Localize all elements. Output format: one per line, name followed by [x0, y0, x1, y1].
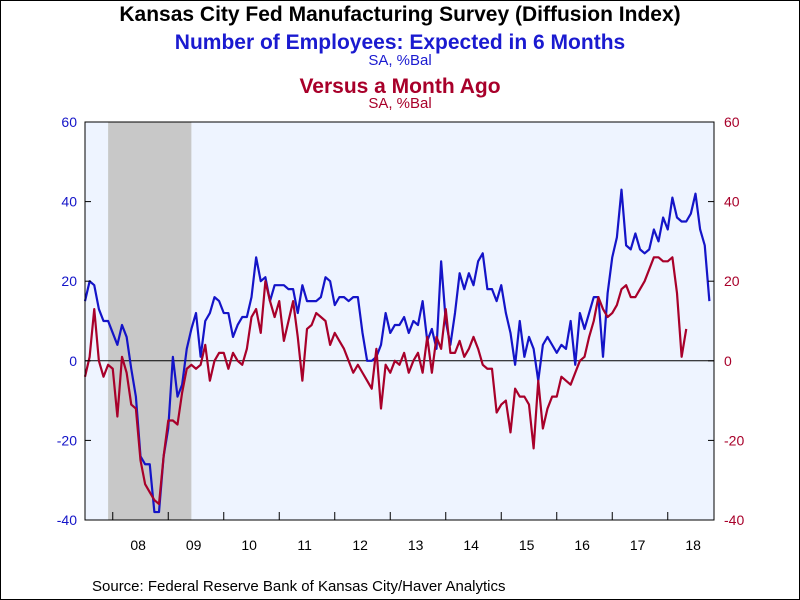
y-tick-label-right: 60	[724, 114, 740, 130]
y-tick-label-left: 40	[61, 194, 77, 210]
y-tick-label-left: 0	[69, 353, 77, 369]
x-tick-label: 17	[630, 537, 646, 553]
y-tick-label-left: 60	[61, 114, 77, 130]
chart-title: Kansas City Fed Manufacturing Survey (Di…	[119, 3, 681, 26]
series-2-unit: SA, %Bal	[368, 95, 432, 112]
y-tick-label-left: -20	[57, 432, 77, 448]
series-2-title: Versus a Month Ago	[299, 75, 501, 98]
y-tick-label-right: 20	[724, 273, 740, 289]
recession-shading	[108, 122, 192, 520]
x-tick-label: 13	[408, 537, 424, 553]
y-tick-label-right: 0	[724, 353, 732, 369]
x-tick-label: 18	[685, 537, 701, 553]
plot-border	[84, 121, 715, 521]
source-note: Source: Federal Reserve Bank of Kansas C…	[92, 578, 506, 595]
x-tick-label: 15	[519, 537, 535, 553]
y-tick-label-right: 40	[724, 194, 740, 210]
x-tick-label: 16	[574, 537, 590, 553]
x-tick-label: 12	[352, 537, 368, 553]
series-1-unit: SA, %Bal	[368, 52, 432, 69]
x-tick-label: 11	[297, 537, 312, 553]
x-tick-label: 10	[241, 537, 257, 553]
x-tick-label: 09	[186, 537, 202, 553]
y-tick-label-left: -40	[57, 512, 77, 528]
y-tick-label-right: -20	[724, 432, 744, 448]
series-line-1	[83, 188, 711, 514]
x-tick-label: 14	[463, 537, 479, 553]
y-tick-label-right: -40	[724, 512, 744, 528]
y-tick-label-left: 20	[61, 273, 77, 289]
series-1-title: Number of Employees: Expected in 6 Month…	[174, 31, 626, 54]
series-line-2	[83, 256, 688, 506]
x-tick-label: 08	[130, 537, 146, 553]
